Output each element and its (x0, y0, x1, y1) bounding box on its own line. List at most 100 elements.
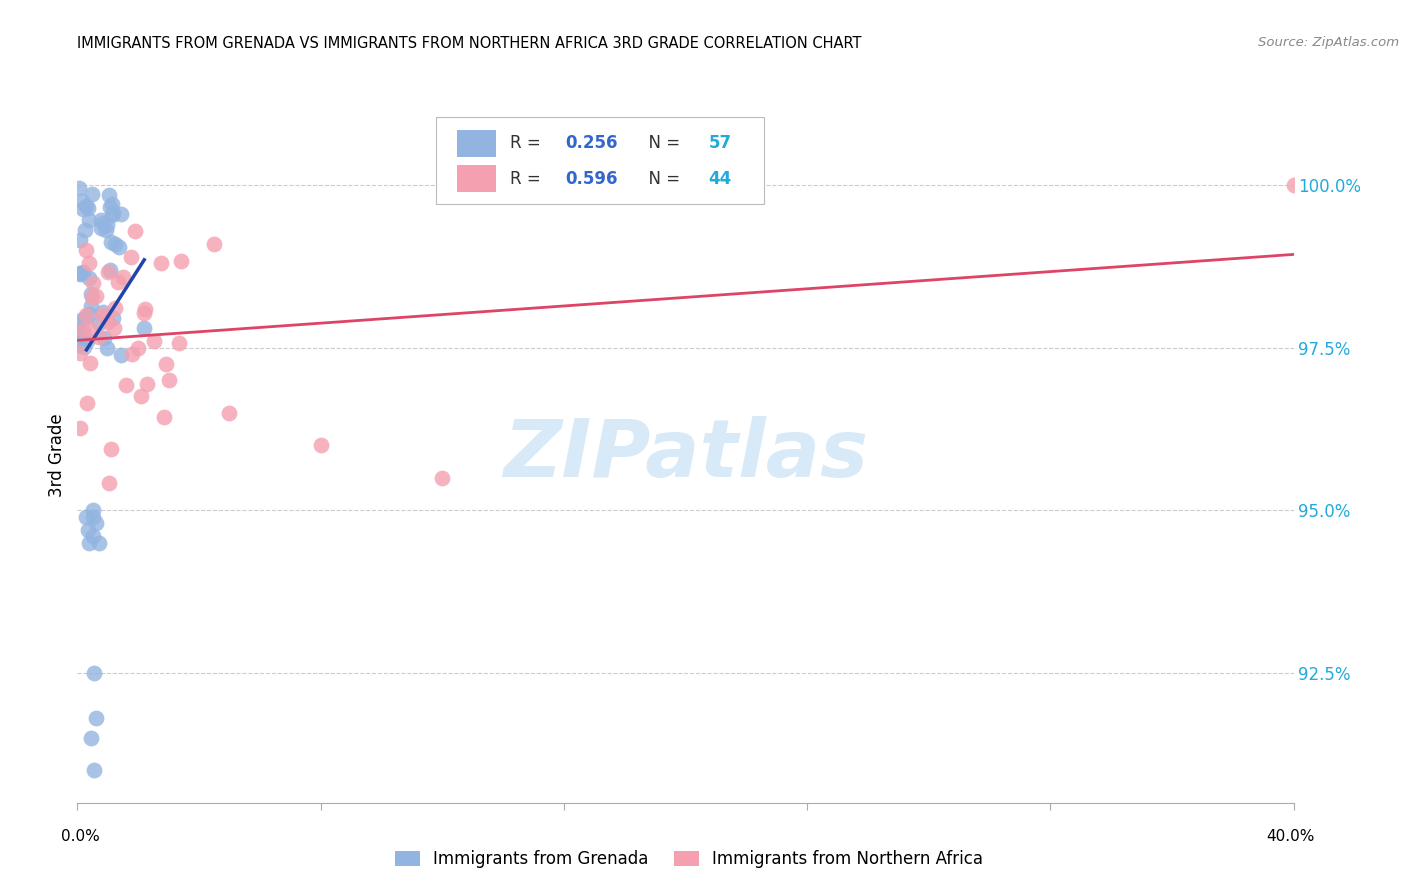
Bar (457, 130, 496, 157)
Point (101, 197, 124, 211)
Point (87, 316, 110, 330)
Point (1282, 178, 1305, 192)
Point (75, 308, 97, 322)
Point (108, 240, 131, 254)
Point (155, 357, 177, 371)
Text: IMMIGRANTS FROM GRENADA VS IMMIGRANTS FROM NORTHERN AFRICA 3RD GRADE CORRELATION: IMMIGRANTS FROM GRENADA VS IMMIGRANTS FR… (77, 36, 862, 51)
Point (134, 301, 156, 316)
Point (69, 233, 91, 247)
Bar (457, 165, 496, 192)
Point (69, 267, 91, 281)
Point (79, 535, 101, 549)
Point (136, 377, 159, 392)
Point (110, 207, 132, 221)
Point (120, 251, 142, 265)
Point (134, 306, 156, 320)
Point (157, 373, 180, 387)
Point (82, 529, 104, 543)
Point (96, 218, 118, 232)
Point (79, 256, 101, 270)
Text: N =: N = (638, 135, 685, 153)
Point (76, 201, 98, 215)
Point (101, 311, 124, 326)
Point (90, 308, 112, 322)
Y-axis label: 3rd Grade: 3rd Grade (48, 413, 66, 497)
Point (121, 347, 143, 361)
Point (96, 341, 118, 355)
Point (124, 224, 146, 238)
Point (75, 199, 97, 213)
Point (73, 223, 96, 237)
Point (87, 535, 110, 549)
Point (153, 409, 176, 424)
Point (80, 731, 103, 745)
Point (79, 356, 101, 370)
Point (143, 334, 166, 349)
Point (84, 288, 107, 302)
Point (90, 213, 112, 227)
Point (98, 200, 121, 214)
Point (101, 206, 124, 220)
Point (430, 471, 453, 485)
Point (82, 509, 104, 524)
Point (218, 406, 240, 420)
Point (104, 301, 127, 315)
Text: 0.596: 0.596 (565, 169, 617, 187)
FancyBboxPatch shape (436, 118, 765, 204)
Point (94, 222, 117, 236)
Point (129, 389, 152, 403)
Point (132, 321, 155, 335)
Point (82, 276, 104, 290)
Point (115, 378, 138, 392)
Point (103, 321, 125, 335)
Point (97, 315, 120, 329)
Text: 44: 44 (709, 169, 731, 187)
Point (76, 396, 98, 410)
Text: ZIPatlas: ZIPatlas (503, 416, 868, 494)
Point (94, 310, 117, 325)
Point (67, 181, 90, 195)
Point (167, 335, 190, 350)
Point (104, 236, 127, 251)
Point (72, 202, 94, 216)
Point (80, 186, 103, 201)
Point (100, 442, 122, 457)
Point (73, 340, 96, 354)
Point (80, 299, 103, 313)
Point (69, 313, 91, 327)
Point (83, 764, 105, 778)
Point (111, 270, 134, 285)
Point (101, 208, 124, 222)
Point (93, 331, 115, 345)
Point (77, 271, 100, 285)
Point (87, 330, 110, 344)
Point (69, 345, 91, 359)
Text: 40.0%: 40.0% (1267, 830, 1315, 844)
Point (93, 216, 115, 230)
Legend: Immigrants from Grenada, Immigrants from Northern Africa: Immigrants from Grenada, Immigrants from… (388, 844, 990, 875)
Point (97, 265, 120, 279)
Point (70, 194, 93, 209)
Point (98, 188, 121, 202)
Text: 0.256: 0.256 (565, 135, 617, 153)
Point (76, 334, 98, 349)
Text: Source: ZipAtlas.com: Source: ZipAtlas.com (1258, 36, 1399, 49)
Text: R =: R = (510, 169, 547, 187)
Point (82, 503, 104, 517)
Point (107, 276, 129, 290)
Point (127, 341, 149, 355)
Text: 0.0%: 0.0% (60, 830, 100, 844)
Text: 57: 57 (709, 135, 731, 153)
Point (77, 213, 100, 227)
Point (73, 310, 96, 325)
Text: N =: N = (638, 169, 685, 187)
Point (80, 290, 103, 304)
Point (80, 287, 103, 301)
Point (100, 235, 122, 250)
Point (110, 348, 132, 362)
Point (170, 253, 193, 268)
Point (69, 421, 91, 435)
Text: R =: R = (510, 135, 547, 153)
Point (83, 665, 105, 680)
Point (72, 326, 94, 340)
